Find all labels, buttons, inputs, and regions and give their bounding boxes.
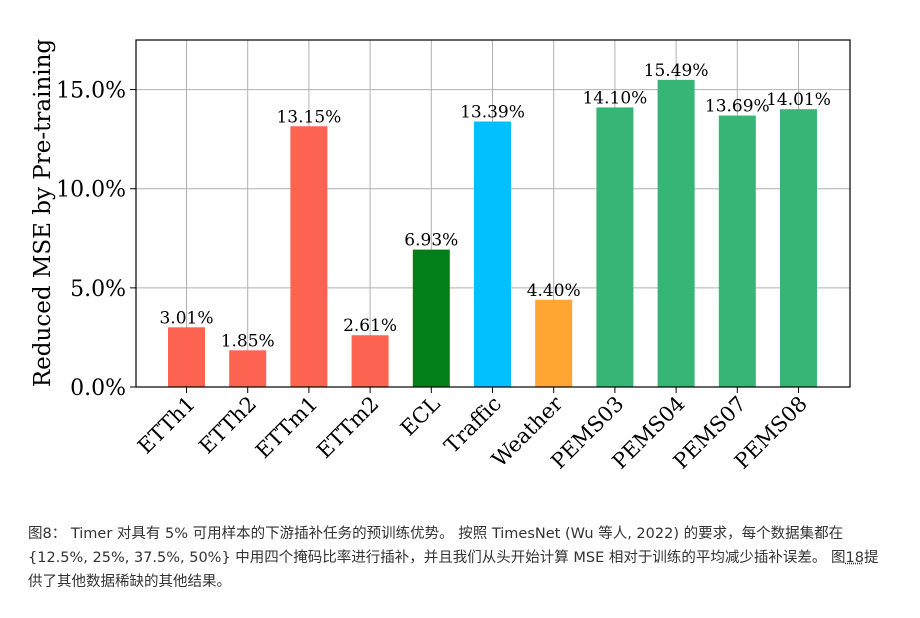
x-tick-label: ETTm1 bbox=[251, 392, 322, 463]
x-tick-label: ECL bbox=[396, 392, 445, 441]
bar-pems03 bbox=[596, 107, 634, 387]
data-label: 1.85% bbox=[221, 331, 275, 351]
bar-traffic bbox=[474, 121, 511, 388]
bar-ettm2 bbox=[351, 335, 389, 387]
bar-weather bbox=[535, 299, 573, 387]
y-tick-label: 0.0% bbox=[70, 376, 126, 401]
x-tick-label: ETTm2 bbox=[312, 392, 383, 463]
bar-pems04 bbox=[657, 79, 695, 387]
data-label: 6.93% bbox=[404, 231, 458, 251]
x-tick-label: ETTh2 bbox=[194, 392, 261, 459]
y-tick-label: 10.0% bbox=[56, 178, 126, 203]
bar-ettm1 bbox=[290, 126, 328, 388]
data-labels: 3.01% 1.85% 13.15% 2.61% 6.93% 13.39% 4.40% 14.… bbox=[159, 61, 830, 351]
data-label: 14.01% bbox=[766, 90, 831, 110]
caption-prefix: 图8： bbox=[28, 526, 67, 542]
data-label: 4.40% bbox=[527, 281, 581, 301]
data-label: 3.01% bbox=[159, 308, 213, 328]
y-axis-label: Reduced MSE by Pre-training bbox=[30, 39, 56, 388]
data-label: 13.15% bbox=[276, 107, 341, 127]
caption-text-2: 提供了其他数据稀缺的其他结果。 bbox=[28, 550, 879, 590]
y-tick-label: 15.0% bbox=[56, 79, 126, 104]
bar-ecl bbox=[412, 249, 450, 387]
data-label: 13.69% bbox=[705, 97, 770, 117]
data-label: 2.61% bbox=[343, 316, 397, 336]
bar-chart: 3.01% 1.85% 13.15% 2.61% 6.93% 13.39% 4.40% 14.… bbox=[30, 39, 851, 474]
figure-caption: 图8： Timer 对具有 5% 可用样本的下游插补任务的预训练优势。 按照 T… bbox=[28, 522, 892, 594]
data-label: 15.49% bbox=[644, 61, 709, 81]
y-tick-label: 5.0% bbox=[70, 277, 126, 302]
y-axis-ticks: 0.0% 5.0% 10.0% 15.0% bbox=[56, 79, 136, 401]
caption-text-1: Timer 对具有 5% 可用样本的下游插补任务的预训练优势。 按照 Times… bbox=[28, 526, 846, 566]
bar-pems07 bbox=[718, 115, 756, 387]
bars bbox=[168, 79, 817, 388]
figure-reference-link[interactable]: 18 bbox=[845, 550, 864, 566]
x-tick-label: ETTh1 bbox=[133, 392, 200, 459]
data-label: 13.39% bbox=[460, 102, 525, 122]
bar-pems08 bbox=[780, 109, 817, 387]
bar-etth1 bbox=[168, 327, 205, 387]
bar-etth2 bbox=[229, 350, 267, 387]
data-label: 14.10% bbox=[582, 88, 647, 108]
